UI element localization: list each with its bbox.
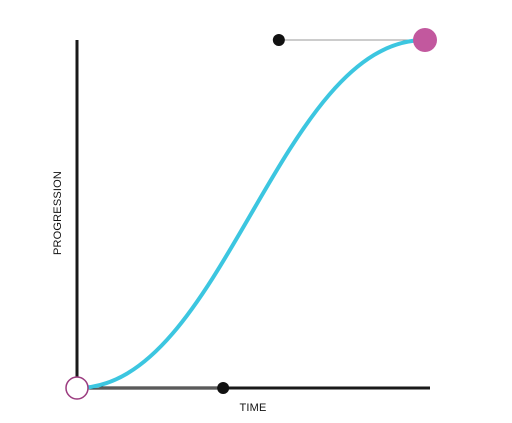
y-axis-label: PROGRESSION	[52, 171, 64, 255]
end-point	[413, 28, 437, 52]
control-point-2-handle[interactable]	[272, 34, 285, 46]
control-point-1-handle[interactable]	[217, 382, 230, 394]
start-point	[65, 376, 89, 400]
easing-curve	[75, 38, 427, 390]
x-axis-label: TIME	[239, 402, 266, 414]
